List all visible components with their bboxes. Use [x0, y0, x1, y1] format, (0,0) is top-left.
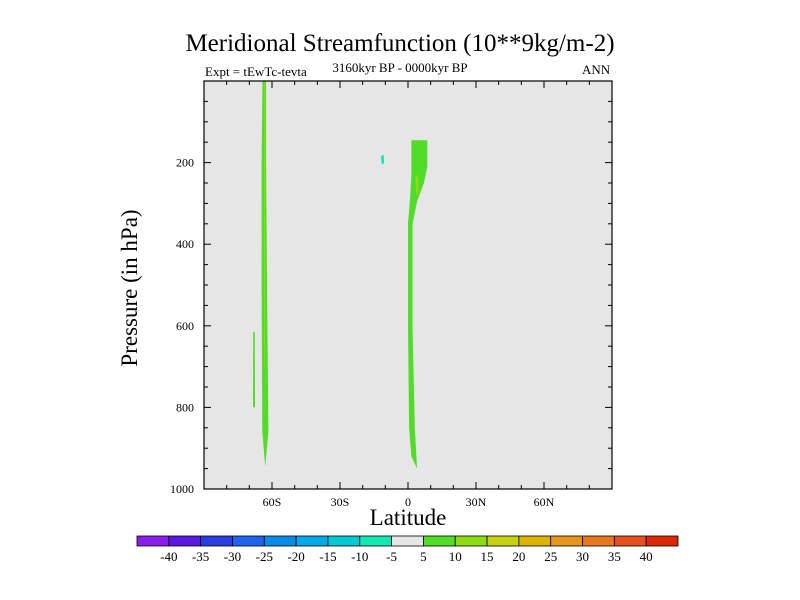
- colorbar-label: 5: [420, 549, 427, 564]
- y-tick-label: 400: [176, 237, 194, 251]
- contour-region: [374, 127, 399, 202]
- colorbar-swatch: [391, 535, 424, 547]
- contour-region: [253, 331, 255, 408]
- colorbar: -40 -35 -30 -25 -20 -15 -10 -5 5 10 15 20 25 30 35 40: [136, 535, 679, 564]
- colorbar-label: -20: [287, 549, 304, 564]
- colorbar-swatch: [423, 535, 456, 547]
- y-tick-label: 1000: [170, 482, 194, 496]
- colorbar-swatch: [327, 535, 361, 547]
- colorbar-swatch: [518, 535, 552, 547]
- colorbar-label: -15: [319, 549, 336, 564]
- colorbar-swatch: [645, 535, 679, 547]
- x-tick-label: 60N: [534, 495, 555, 509]
- colorbar-label: 10: [449, 549, 462, 564]
- colorbar-label: 40: [640, 549, 653, 564]
- colorbar-label: -5: [386, 549, 397, 564]
- x-tick-label: 30S: [331, 495, 350, 509]
- chart-title: Meridional Streamfunction (10**9kg/m-2): [185, 30, 615, 57]
- colorbar-label: -35: [192, 549, 209, 564]
- colorbar-swatch: [613, 535, 647, 547]
- x-tick-label: 0: [405, 495, 411, 509]
- y-axis-label: Pressure (in hPa): [117, 209, 142, 367]
- x-tick-label: 60S: [263, 495, 282, 509]
- colorbar-label: 25: [544, 549, 557, 564]
- contour-region: [263, 81, 266, 367]
- contour-region: [448, 346, 455, 424]
- colorbar-label: -40: [160, 549, 177, 564]
- contour-field: [204, 81, 612, 489]
- season-label: ANN: [582, 62, 611, 77]
- colorbar-swatch: [263, 535, 297, 547]
- colorbar-swatch: [168, 535, 202, 547]
- colorbar-swatch: [200, 535, 233, 547]
- colorbar-swatch: [232, 535, 265, 547]
- x-axis-label: Latitude: [369, 505, 447, 530]
- y-tick-label: 200: [176, 156, 194, 170]
- contour-region: [415, 174, 419, 198]
- colorbar-label: 15: [481, 549, 494, 564]
- colorbar-swatch: [486, 535, 520, 547]
- colorbar-label: -25: [256, 549, 273, 564]
- colorbar-label: -30: [224, 549, 241, 564]
- colorbar-swatch: [454, 535, 488, 547]
- colorbar-swatch: [359, 535, 392, 547]
- colorbar-label: 35: [608, 549, 621, 564]
- x-tick-label: 30N: [466, 495, 487, 509]
- y-tick-label: 600: [176, 319, 194, 333]
- colorbar-label: 20: [512, 549, 525, 564]
- experiment-label: Expt = tEwTc-tevta: [205, 64, 307, 79]
- y-tick-label: 800: [176, 400, 194, 414]
- contour-region: [392, 193, 401, 461]
- chart-subtitle: 3160kyr BP - 0000kyr BP: [332, 60, 468, 75]
- colorbar-label: -10: [351, 549, 368, 564]
- axis-ticks: 60S 30S 0 30N 60N 200 400 600 800 1000: [170, 81, 612, 509]
- colorbar-swatch: [550, 535, 583, 547]
- contour-region: [408, 140, 428, 469]
- colorbar-swatch: [136, 535, 170, 547]
- contour-region: [380, 154, 385, 165]
- colorbar-label: 30: [576, 549, 589, 564]
- colorbar-swatch: [295, 535, 329, 547]
- colorbar-swatch: [582, 535, 615, 547]
